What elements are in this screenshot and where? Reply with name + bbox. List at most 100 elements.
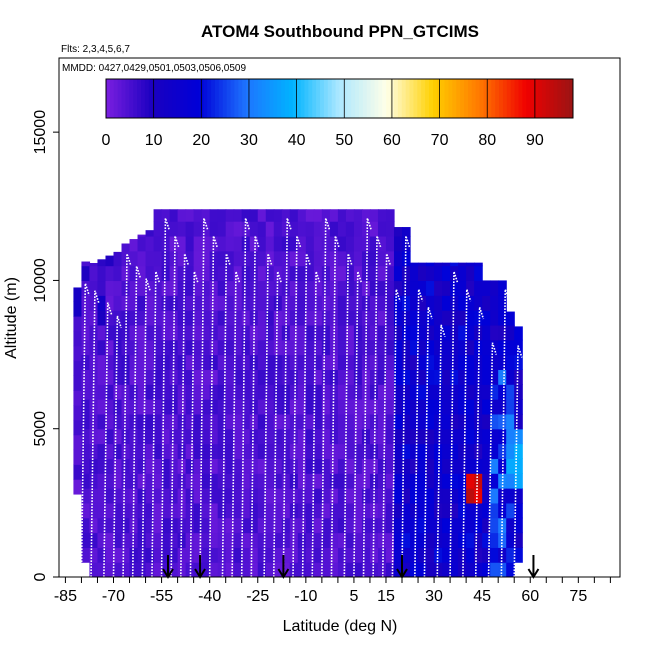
colorbar-swatch xyxy=(514,79,520,118)
heatmap-cell xyxy=(233,458,243,474)
heatmap-cell xyxy=(201,235,211,252)
heatmap-cell xyxy=(402,280,411,296)
heatmap-cell xyxy=(145,310,155,326)
heatmap-cell xyxy=(466,562,475,577)
heatmap-cell xyxy=(458,443,467,459)
heatmap-cell xyxy=(313,280,323,296)
heatmap-cell xyxy=(321,399,331,415)
heatmap-cell xyxy=(313,384,323,400)
heatmap-cell xyxy=(97,428,107,445)
heatmap-cell xyxy=(442,354,451,370)
heatmap-cell xyxy=(233,250,243,267)
colorbar-swatch xyxy=(316,79,321,118)
heatmap-cell xyxy=(129,310,139,326)
colorbar-swatch xyxy=(440,79,446,118)
heatmap-cell xyxy=(89,280,99,296)
heatmap-cell xyxy=(321,209,331,222)
heatmap-cell xyxy=(81,265,91,282)
heatmap-cell xyxy=(249,443,259,459)
heatmap-cell xyxy=(377,221,387,237)
heatmap-cell xyxy=(97,295,107,311)
heatmap-cell xyxy=(418,547,427,563)
heatmap-cell xyxy=(73,449,83,465)
heatmap-cell xyxy=(402,295,411,311)
heatmap-cell xyxy=(137,473,147,489)
colorbar-swatch xyxy=(137,79,142,118)
heatmap-cell xyxy=(466,310,475,326)
flight-profile xyxy=(170,235,180,577)
heatmap-cell xyxy=(225,488,235,504)
heatmap-cell xyxy=(145,295,155,311)
heatmap-cell xyxy=(177,209,187,222)
colorbar-swatch xyxy=(355,79,360,118)
heatmap-cell xyxy=(442,443,451,459)
heatmap-cell xyxy=(265,265,275,282)
heatmap-cell xyxy=(353,209,363,222)
heatmap-cell xyxy=(73,390,83,406)
heatmap-cell xyxy=(474,428,483,445)
heatmap-cell xyxy=(105,399,115,415)
heatmap-cell xyxy=(498,458,507,474)
heatmap-cell xyxy=(466,265,475,282)
heatmap-cell xyxy=(177,354,187,370)
heatmap-cell xyxy=(249,532,259,548)
heatmap-cell xyxy=(249,547,259,563)
heatmap-cell xyxy=(353,354,363,370)
heatmap-cell xyxy=(418,339,427,356)
colorbar-swatch xyxy=(487,79,492,118)
colorbar-swatch xyxy=(214,79,220,118)
heatmap-cell xyxy=(337,562,347,577)
heatmap-cell xyxy=(410,443,419,459)
heatmap-cell xyxy=(201,399,211,415)
heatmap-cell xyxy=(225,209,235,222)
heatmap-cell xyxy=(201,428,211,445)
heatmap-cell xyxy=(265,209,275,222)
heatmap-cell xyxy=(369,339,379,356)
heatmap-cell xyxy=(137,517,147,534)
heatmap-cell xyxy=(393,473,403,489)
heatmap-cell xyxy=(426,295,435,311)
heatmap-cell xyxy=(466,413,475,430)
heatmap-cell xyxy=(442,384,451,400)
heatmap-cell xyxy=(353,488,363,504)
heatmap-cell xyxy=(385,517,395,534)
heatmap-cell xyxy=(410,502,419,519)
heatmap-cell xyxy=(426,532,435,548)
heatmap-cell xyxy=(225,324,235,341)
heatmap-cell xyxy=(217,488,227,504)
heatmap-cell xyxy=(393,250,403,267)
heatmap-cell xyxy=(105,324,115,341)
heatmap-cell xyxy=(514,517,523,534)
heatmap-cell xyxy=(257,209,267,222)
heatmap-cell xyxy=(321,369,331,385)
heatmap-cell xyxy=(426,428,435,445)
heatmap-cell xyxy=(458,280,467,296)
heatmap-cell xyxy=(297,428,307,445)
heatmap-cell xyxy=(241,443,251,459)
colorbar-swatch xyxy=(545,79,551,118)
heatmap-cell xyxy=(450,458,459,474)
heatmap-cell xyxy=(506,311,515,326)
heatmap-cell xyxy=(81,517,91,534)
heatmap-cell xyxy=(265,384,275,400)
heatmap-cell xyxy=(329,428,339,445)
heatmap-cell xyxy=(377,473,387,489)
heatmap-cell xyxy=(353,428,363,445)
heatmap-cell xyxy=(233,532,243,548)
heatmap-cell xyxy=(73,479,83,495)
heatmap-cell xyxy=(145,339,155,356)
heatmap-cell xyxy=(305,250,315,267)
heatmap-cell xyxy=(161,473,171,489)
heatmap-cell xyxy=(281,458,291,474)
heatmap-cell xyxy=(201,532,211,548)
heatmap-cell xyxy=(209,265,219,282)
heatmap-cell xyxy=(410,310,419,326)
heatmap-cell xyxy=(369,250,379,267)
heatmap-cell xyxy=(201,562,211,577)
colorbar-swatch xyxy=(207,79,212,118)
colorbar-tick-label: 0 xyxy=(102,132,111,149)
heatmap-cell xyxy=(506,443,515,459)
heatmap-cell xyxy=(153,413,163,430)
heatmap-cell xyxy=(153,339,163,356)
colorbar-swatch xyxy=(343,79,348,118)
